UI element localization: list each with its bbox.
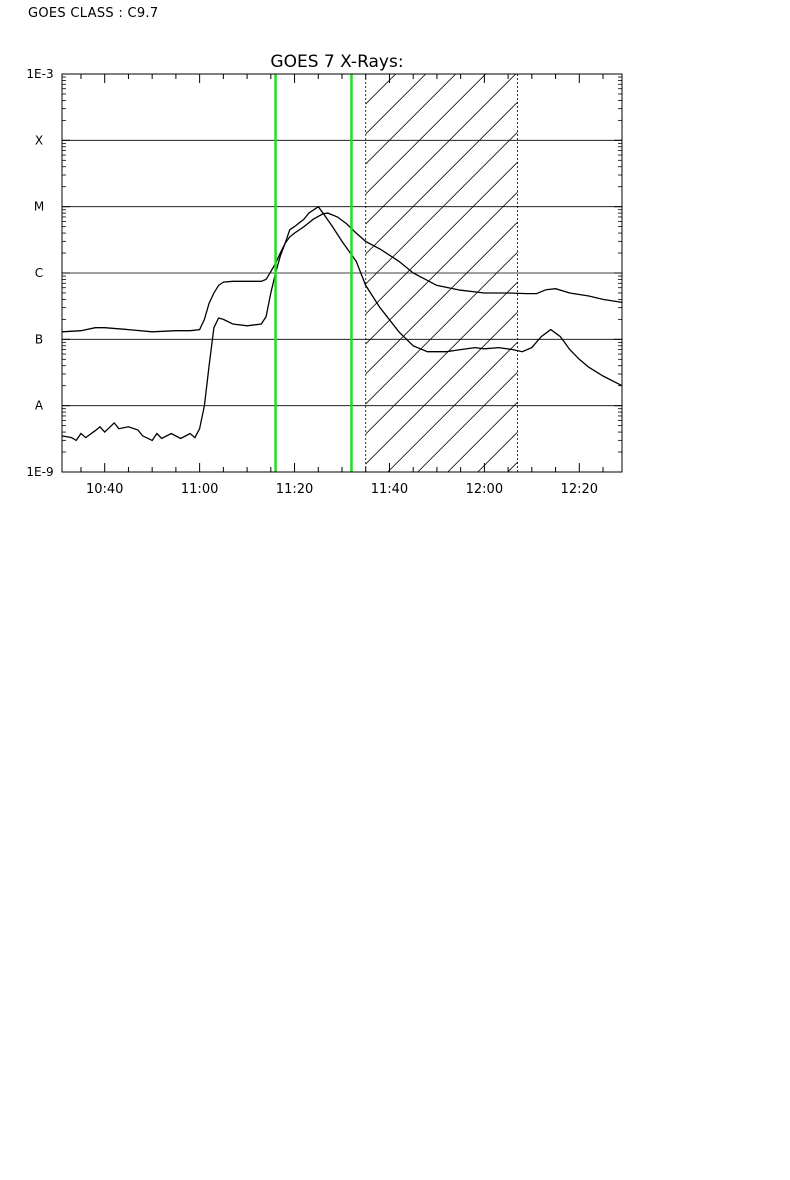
x-tick-label-4: 12:00 [466, 482, 503, 497]
y-tick-label-1: X [35, 133, 43, 147]
flux-curve-0 [62, 212, 622, 333]
y-axis-ticks: 1E-3 X M C B A 1E-9 [26, 67, 622, 479]
grid-lines [62, 139, 622, 407]
x-tick-label-1: 11:00 [181, 482, 218, 497]
hatch-lines [365, 74, 518, 472]
y-tick-label-0: 1E-3 [26, 67, 53, 81]
flux-curves [62, 205, 622, 442]
x-tick-label-5: 12:20 [561, 482, 598, 497]
y-tick-label-3: C [35, 266, 43, 280]
flux-curve-1 [62, 205, 622, 442]
y-tick-label-5: A [35, 399, 44, 413]
x-tick-label-2: 11:20 [276, 482, 313, 497]
y-tick-label-2: M [34, 200, 44, 214]
goes-class-label: GOES CLASS : C9.7 [28, 6, 159, 21]
chart-title: GOES 7 X-Rays: [270, 52, 403, 72]
x-axis-ticks: 10:40 11:00 11:20 11:40 12:00 12:20 [80, 74, 604, 497]
y-tick-label-4: B [35, 332, 43, 346]
x-tick-label-0: 10:40 [86, 482, 123, 497]
time-markers [274, 74, 353, 472]
x-tick-label-3: 11:40 [371, 482, 408, 497]
y-tick-label-6: 1E-9 [26, 465, 53, 479]
hatched-region [365, 74, 518, 472]
